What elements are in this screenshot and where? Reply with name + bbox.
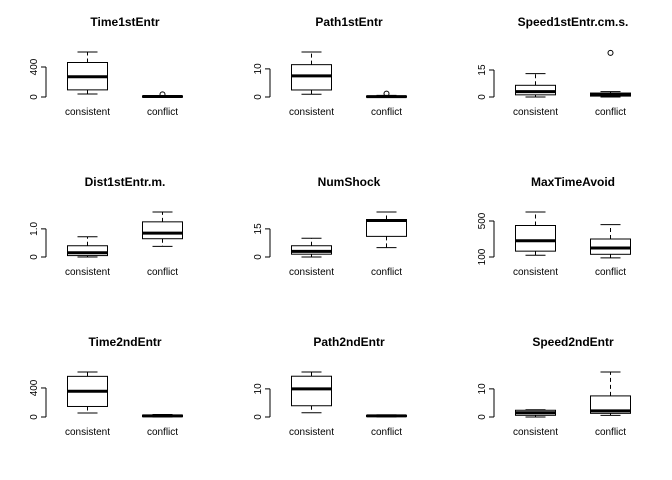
outlier-point <box>607 49 614 56</box>
panel-title: Time2ndEntr <box>88 335 161 349</box>
y-tick-label: 100 <box>477 248 488 265</box>
y-tick-label: 400 <box>29 58 40 75</box>
panel-title: Speed2ndEntr <box>532 335 614 349</box>
x-category-label: conflict <box>595 427 626 438</box>
panel-title: Time1stEntr <box>90 15 159 29</box>
x-category-label: consistent <box>289 107 334 118</box>
box-conflict <box>142 211 183 247</box>
x-category-label: conflict <box>371 267 402 278</box>
x-category-label: conflict <box>595 267 626 278</box>
panel-title: Dist1stEntr.m. <box>85 175 166 189</box>
y-tick-label: 0 <box>29 414 40 420</box>
x-category-label: consistent <box>289 427 334 438</box>
box-conflict <box>142 91 183 99</box>
box-consistent <box>515 409 556 418</box>
boxplot-panel: Speed2ndEntr 0 10 consistent conflict <box>477 335 631 438</box>
box-consistent <box>67 371 108 414</box>
y-tick-label: 0 <box>29 254 40 260</box>
boxplot-panel: Time1stEntr 0 400 consistent conflict <box>29 15 183 118</box>
box-conflict <box>366 90 407 99</box>
box-conflict <box>590 49 631 98</box>
iqr-box <box>515 84 556 96</box>
box-conflict <box>142 413 183 418</box>
x-category-label: consistent <box>513 267 558 278</box>
box-consistent <box>515 211 556 256</box>
y-tick-label: 500 <box>477 212 488 229</box>
panel-title: MaxTimeAvoid <box>531 175 615 189</box>
x-category-label: consistent <box>513 107 558 118</box>
x-category-label: consistent <box>65 267 110 278</box>
y-tick-label: 1.0 <box>29 221 40 235</box>
y-tick-label: 10 <box>477 383 488 395</box>
x-category-label: conflict <box>595 107 626 118</box>
x-category-label: conflict <box>371 427 402 438</box>
y-tick-label: 0 <box>253 254 264 260</box>
iqr-box <box>515 225 556 252</box>
x-category-label: conflict <box>371 107 402 118</box>
iqr-box <box>366 219 407 237</box>
iqr-box <box>67 245 108 257</box>
panel-title: Path2ndEntr <box>313 335 385 349</box>
y-tick-label: 15 <box>477 64 488 76</box>
y-tick-label: 10 <box>253 383 264 395</box>
box-consistent <box>67 236 108 258</box>
box-consistent <box>291 237 332 258</box>
box-consistent <box>67 51 108 95</box>
boxplot-panel: NumShock 0 15 consistent conflict <box>253 175 407 278</box>
x-category-label: consistent <box>65 107 110 118</box>
y-tick-label: 0 <box>253 414 264 420</box>
y-tick-label: 400 <box>29 379 40 396</box>
boxplot-panel: Path1stEntr 0 10 consistent conflict <box>253 15 407 118</box>
iqr-box <box>590 395 631 414</box>
box-conflict <box>366 211 407 249</box>
box-consistent <box>291 371 332 414</box>
y-tick-label: 0 <box>477 414 488 420</box>
x-category-label: conflict <box>147 107 178 118</box>
boxplot-panel: MaxTimeAvoid 100 500 consistent conflict <box>477 175 631 278</box>
boxplot-panel: Speed1stEntr.cm.s. 0 15 consistent conflict <box>477 15 631 118</box>
boxplot-panel: Path2ndEntr 0 10 consistent conflict <box>253 335 407 438</box>
iqr-box <box>291 375 332 407</box>
x-category-label: consistent <box>513 427 558 438</box>
box-conflict <box>366 414 407 418</box>
x-category-label: conflict <box>147 427 178 438</box>
y-tick-label: 0 <box>477 94 488 100</box>
box-conflict <box>590 224 631 259</box>
x-category-label: consistent <box>289 267 334 278</box>
boxplot-panel: Time2ndEntr 0 400 consistent conflict <box>29 335 183 438</box>
y-tick-label: 15 <box>253 223 264 235</box>
box-consistent <box>515 73 556 98</box>
y-tick-label: 0 <box>253 94 264 100</box>
panel-title: Path1stEntr <box>315 15 383 29</box>
boxplot-panel: Dist1stEntr.m. 0 1.0 consistent conflict <box>29 175 183 278</box>
panel-title: Speed1stEntr.cm.s. <box>518 15 629 29</box>
panel-title: NumShock <box>318 175 381 189</box>
box-conflict <box>590 371 631 416</box>
y-tick-label: 10 <box>253 63 264 75</box>
box-consistent <box>291 51 332 95</box>
x-category-label: consistent <box>65 427 110 438</box>
outlier-point <box>383 90 390 97</box>
outlier-point <box>159 91 166 98</box>
iqr-box <box>142 221 183 240</box>
x-category-label: conflict <box>147 267 178 278</box>
y-tick-label: 0 <box>29 94 40 100</box>
